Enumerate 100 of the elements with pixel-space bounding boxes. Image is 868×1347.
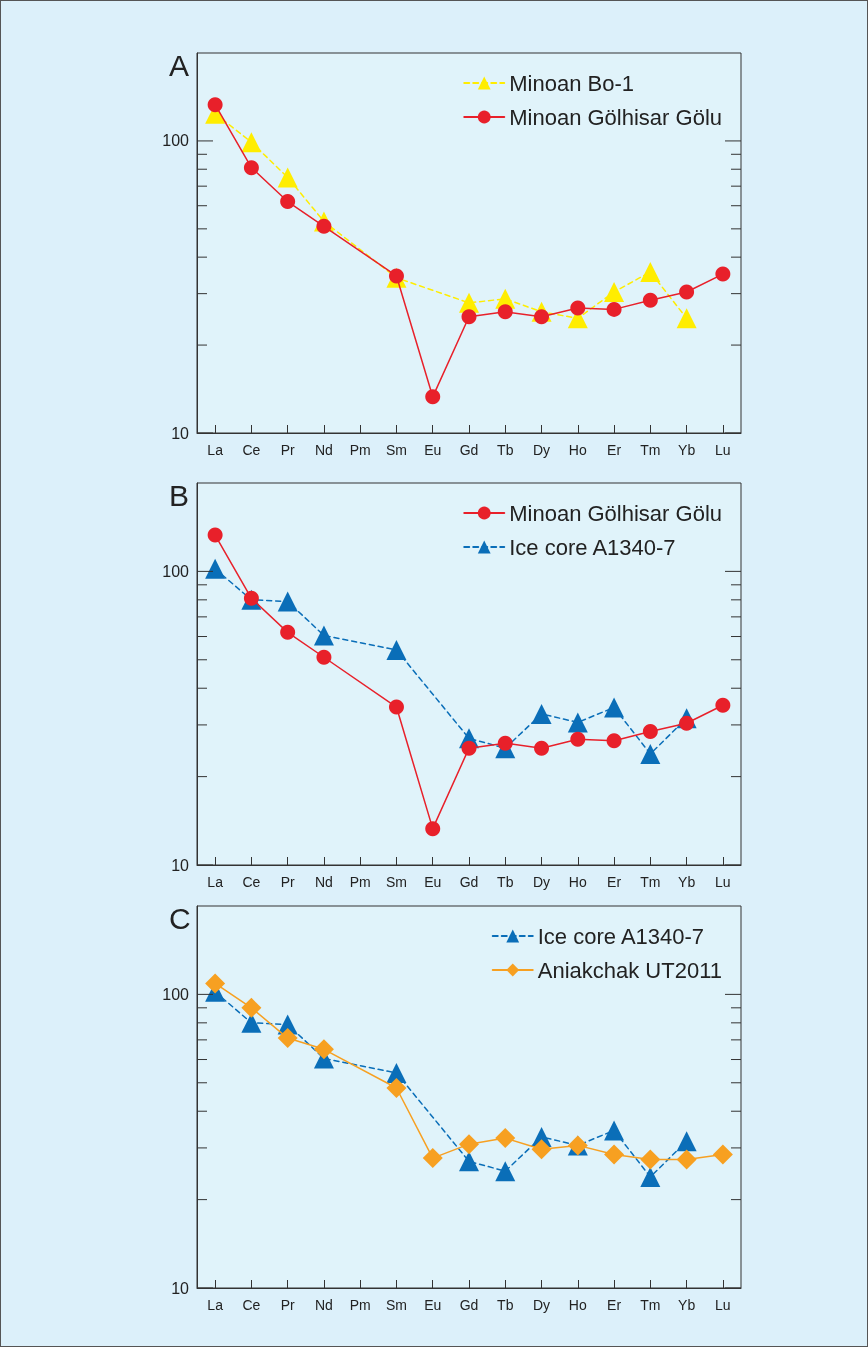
point — [604, 697, 625, 718]
x-tick-label: Eu — [424, 442, 442, 458]
point — [422, 1148, 443, 1169]
point — [606, 301, 622, 317]
point — [280, 624, 296, 640]
point — [495, 1161, 516, 1182]
point — [567, 712, 588, 733]
point — [425, 821, 441, 837]
x-tick-label: Pr — [280, 1297, 295, 1313]
point — [570, 731, 586, 747]
x-tick-label: Tb — [497, 874, 514, 890]
point — [534, 740, 550, 756]
point — [640, 1149, 661, 1170]
point — [676, 308, 697, 329]
y-tick-label: 100 — [162, 985, 190, 1003]
x-tick-label: Gd — [459, 442, 479, 458]
x-tick-label: Pm — [349, 442, 371, 458]
x-tick-label: Pr — [280, 442, 295, 458]
point — [277, 1028, 298, 1049]
point — [241, 132, 262, 153]
point — [570, 300, 586, 316]
point — [604, 1120, 625, 1141]
x-tick-label: Tm — [640, 442, 661, 458]
point — [640, 1166, 661, 1187]
point — [207, 97, 223, 113]
point — [241, 997, 262, 1018]
point — [280, 194, 296, 210]
x-tick-label: Tm — [640, 1297, 661, 1313]
point — [313, 625, 334, 646]
x-tick-label: Er — [607, 874, 622, 890]
point — [604, 1144, 625, 1165]
point — [388, 699, 404, 715]
x-tick-label: Er — [607, 442, 622, 458]
x-tick-label: Pm — [349, 1297, 371, 1313]
x-tick-label: Ho — [568, 442, 587, 458]
legend-label: Minoan Bo-1 — [509, 70, 634, 96]
x-tick-label: Ce — [242, 1297, 261, 1313]
point — [461, 309, 477, 325]
point — [386, 639, 407, 660]
x-tick-label: Sm — [385, 874, 407, 890]
x-tick-label: Lu — [715, 874, 731, 890]
point — [642, 723, 658, 739]
y-tick-label: 10 — [171, 424, 190, 442]
x-tick-label: Sm — [385, 442, 407, 458]
x-tick-label: Tb — [497, 1297, 514, 1313]
point — [712, 1144, 733, 1165]
legend-label: Ice core A1340-7 — [537, 923, 705, 949]
x-tick-label: Nd — [314, 1297, 333, 1313]
point — [207, 527, 223, 543]
x-tick-label: Gd — [459, 874, 479, 890]
x-tick-label: Eu — [424, 1297, 442, 1313]
point — [640, 261, 661, 282]
y-tick-label: 10 — [171, 856, 190, 874]
point — [676, 1149, 697, 1170]
x-tick-label: Dy — [532, 442, 551, 458]
x-tick-label: Sm — [385, 1297, 407, 1313]
point — [495, 1128, 516, 1149]
x-tick-label: La — [207, 1297, 224, 1313]
point — [316, 649, 332, 665]
x-tick-label: Ce — [242, 442, 261, 458]
point — [243, 160, 259, 176]
x-tick-label: Ho — [568, 874, 587, 890]
point — [606, 733, 622, 749]
chart-title: C — [169, 901, 191, 935]
point — [459, 1151, 479, 1172]
x-tick-label: Tb — [497, 442, 514, 458]
point — [640, 743, 661, 764]
point — [679, 284, 695, 300]
x-tick-label: Yb — [678, 442, 696, 458]
x-tick-label: La — [207, 442, 224, 458]
x-tick-label: Tm — [640, 874, 661, 890]
point — [531, 703, 552, 724]
legend-label: Minoan Gölhisar Gölu — [509, 104, 723, 130]
legend-label: Minoan Gölhisar Gölu — [509, 500, 723, 526]
point — [604, 281, 625, 302]
x-tick-label: Ho — [568, 1297, 587, 1313]
point — [459, 1134, 479, 1155]
x-tick-label: Ce — [242, 874, 261, 890]
x-tick-label: Dy — [532, 874, 551, 890]
point — [277, 167, 298, 188]
y-tick-label: 100 — [162, 132, 190, 150]
legend-label: Ice core A1340-7 — [509, 534, 676, 560]
point — [425, 389, 441, 405]
point — [497, 304, 513, 320]
point — [461, 740, 477, 756]
y-tick-label: 10 — [171, 1279, 190, 1297]
point — [205, 973, 226, 994]
chart-title: B — [169, 478, 190, 512]
x-tick-label: Yb — [678, 874, 696, 890]
x-tick-label: Gd — [459, 1297, 479, 1313]
point — [676, 1131, 697, 1152]
x-tick-label: Nd — [314, 442, 333, 458]
point — [277, 591, 298, 612]
x-tick-label: Pm — [349, 874, 371, 890]
x-tick-label: Lu — [715, 442, 731, 458]
point — [715, 266, 731, 282]
x-tick-label: Nd — [314, 874, 333, 890]
point — [497, 735, 513, 751]
x-tick-label: Eu — [424, 874, 442, 890]
point — [386, 1077, 407, 1098]
